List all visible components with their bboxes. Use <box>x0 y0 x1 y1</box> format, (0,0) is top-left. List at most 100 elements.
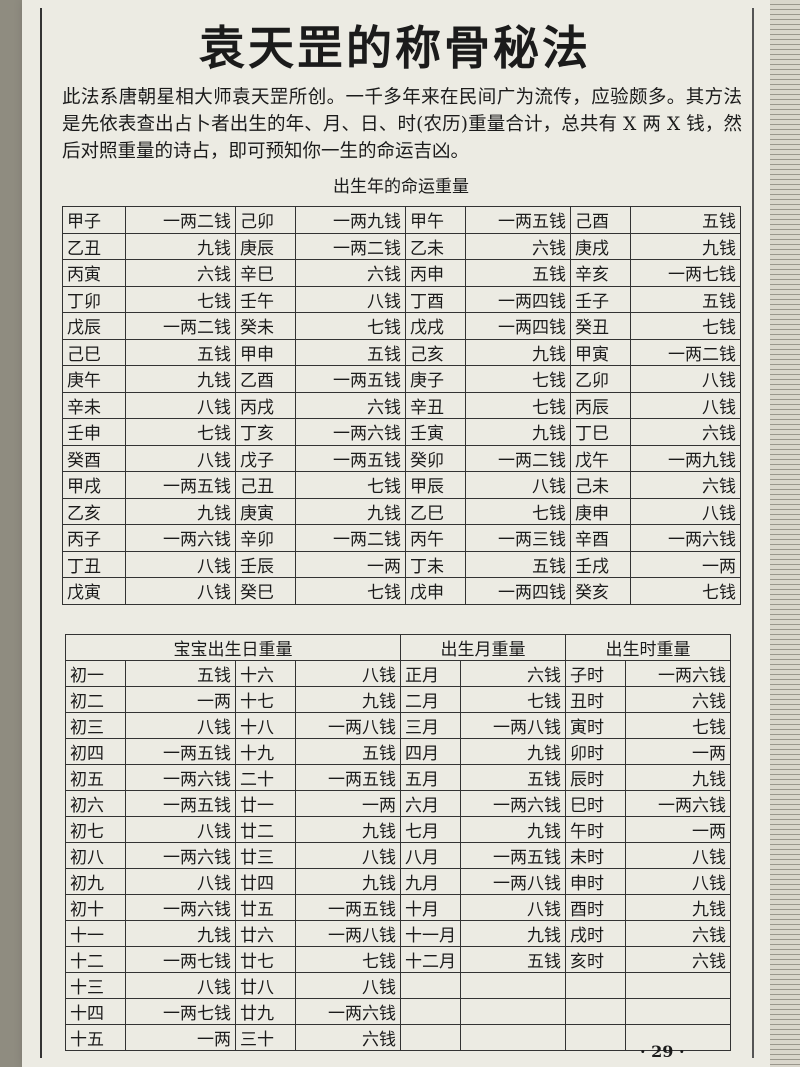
year-name: 庚戌 <box>570 232 631 260</box>
weight: 五钱 <box>125 660 236 687</box>
year-name: 壬辰 <box>235 550 296 578</box>
year-row: 丙子 一两六钱 辛卯 一两二钱 丙午 一两三钱 辛酉 一两六钱 <box>62 524 741 552</box>
hour-name: 子时 <box>565 660 626 687</box>
year-name: 己亥 <box>405 338 466 366</box>
day-row: 十五 一两 三十 六钱 <box>65 1024 731 1051</box>
year-row: 甲子 一两二钱 己卯 一两九钱 甲午 一两五钱 己酉 五钱 <box>62 206 741 234</box>
weight: 一两五钱 <box>295 764 401 791</box>
year-row: 辛未 八钱 丙戌 六钱 辛丑 七钱 丙辰 八钱 <box>62 391 741 419</box>
hour-name: 戌时 <box>565 920 626 947</box>
weight: 一两五钱 <box>460 842 566 869</box>
weight: 七钱 <box>630 312 741 340</box>
day-name: 二十 <box>235 764 296 791</box>
year-name: 丁酉 <box>405 285 466 313</box>
day-row: 初四 一两五钱 十九 五钱 四月 九钱 卯时 一两 <box>65 738 731 765</box>
day-name: 三十 <box>235 1024 296 1051</box>
year-name: 癸亥 <box>570 577 631 605</box>
weight: 九钱 <box>295 686 401 713</box>
weight <box>460 998 566 1025</box>
weight: 六钱 <box>630 471 741 499</box>
weight: 六钱 <box>625 686 731 713</box>
weight: 一两六钱 <box>625 660 731 687</box>
month-name: 四月 <box>400 738 461 765</box>
weight: 一两五钱 <box>125 790 236 817</box>
weight: 七钱 <box>465 365 571 393</box>
weight: 一两二钱 <box>295 232 406 260</box>
year-row: 戊寅 八钱 癸巳 七钱 戊申 一两四钱 癸亥 七钱 <box>62 577 741 605</box>
hour-name: 午时 <box>565 816 626 843</box>
day-name: 十八 <box>235 712 296 739</box>
year-name: 庚辰 <box>235 232 296 260</box>
weight: 一两六钱 <box>125 764 236 791</box>
year-name: 辛丑 <box>405 391 466 419</box>
hour-name <box>565 972 626 999</box>
weight: 七钱 <box>295 312 406 340</box>
year-name: 庚子 <box>405 365 466 393</box>
weight: 八钱 <box>125 391 236 419</box>
weight: 八钱 <box>125 712 236 739</box>
weight: 一两二钱 <box>465 444 571 472</box>
weight: 七钱 <box>465 497 571 525</box>
weight: 九钱 <box>460 816 566 843</box>
month-name: 三月 <box>400 712 461 739</box>
weight: 五钱 <box>630 285 741 313</box>
weight: 一两四钱 <box>465 312 571 340</box>
weight: 九钱 <box>460 920 566 947</box>
hour-name: 亥时 <box>565 946 626 973</box>
weight: 九钱 <box>125 920 236 947</box>
day-row: 初八 一两六钱 廿三 八钱 八月 一两五钱 未时 八钱 <box>65 842 731 869</box>
weight: 一两五钱 <box>465 206 571 234</box>
year-row: 己巳 五钱 甲申 五钱 己亥 九钱 甲寅 一两二钱 <box>62 338 741 366</box>
weight: 六钱 <box>295 1024 401 1051</box>
weight: 六钱 <box>295 259 406 287</box>
year-name: 乙巳 <box>405 497 466 525</box>
year-name: 辛未 <box>62 391 126 419</box>
year-name: 戊午 <box>570 444 631 472</box>
weight <box>625 998 731 1025</box>
year-table-title: 出生年的命运重量 <box>333 177 469 197</box>
year-name: 甲子 <box>62 206 126 234</box>
weight: 八钱 <box>625 868 731 895</box>
weight: 一两五钱 <box>125 471 236 499</box>
year-name: 丙寅 <box>62 259 126 287</box>
weight: 六钱 <box>465 232 571 260</box>
weight: 八钱 <box>125 444 236 472</box>
day-name: 十六 <box>235 660 296 687</box>
year-name: 己未 <box>570 471 631 499</box>
year-name: 辛酉 <box>570 524 631 552</box>
year-name: 癸卯 <box>405 444 466 472</box>
year-name: 乙丑 <box>62 232 126 260</box>
year-name: 乙酉 <box>235 365 296 393</box>
day-name: 廿八 <box>235 972 296 999</box>
weight: 九钱 <box>125 232 236 260</box>
hour-name: 未时 <box>565 842 626 869</box>
day-name: 初五 <box>65 764 126 791</box>
weight: 一两六钱 <box>630 524 741 552</box>
day-row: 初一 五钱 十六 八钱 正月 六钱 子时 一两六钱 <box>65 660 731 687</box>
weight: 一两六钱 <box>460 790 566 817</box>
weight: 一两七钱 <box>630 259 741 287</box>
day-name: 廿三 <box>235 842 296 869</box>
weight: 一两六钱 <box>295 998 401 1025</box>
year-name: 甲戌 <box>62 471 126 499</box>
page-number: · 29 · <box>640 1042 685 1061</box>
weight: 一两二钱 <box>125 312 236 340</box>
weight: 九钱 <box>295 868 401 895</box>
weight: 九钱 <box>465 338 571 366</box>
day-name: 十七 <box>235 686 296 713</box>
weight: 九钱 <box>295 816 401 843</box>
year-row: 丁丑 八钱 壬辰 一两 丁未 五钱 壬戌 一两 <box>62 550 741 578</box>
weight: 一两六钱 <box>125 894 236 921</box>
day-row: 初九 八钱 廿四 九钱 九月 一两八钱 申时 八钱 <box>65 868 731 895</box>
year-name: 丁亥 <box>235 418 296 446</box>
hour-name: 卯时 <box>565 738 626 765</box>
day-name: 初四 <box>65 738 126 765</box>
day-name: 廿六 <box>235 920 296 947</box>
year-name: 乙卯 <box>570 365 631 393</box>
day-name: 廿七 <box>235 946 296 973</box>
weight: 一两五钱 <box>295 894 401 921</box>
year-row: 癸酉 八钱 戊子 一两五钱 癸卯 一两二钱 戊午 一两九钱 <box>62 444 741 472</box>
year-name: 庚寅 <box>235 497 296 525</box>
weight: 一两五钱 <box>295 444 406 472</box>
